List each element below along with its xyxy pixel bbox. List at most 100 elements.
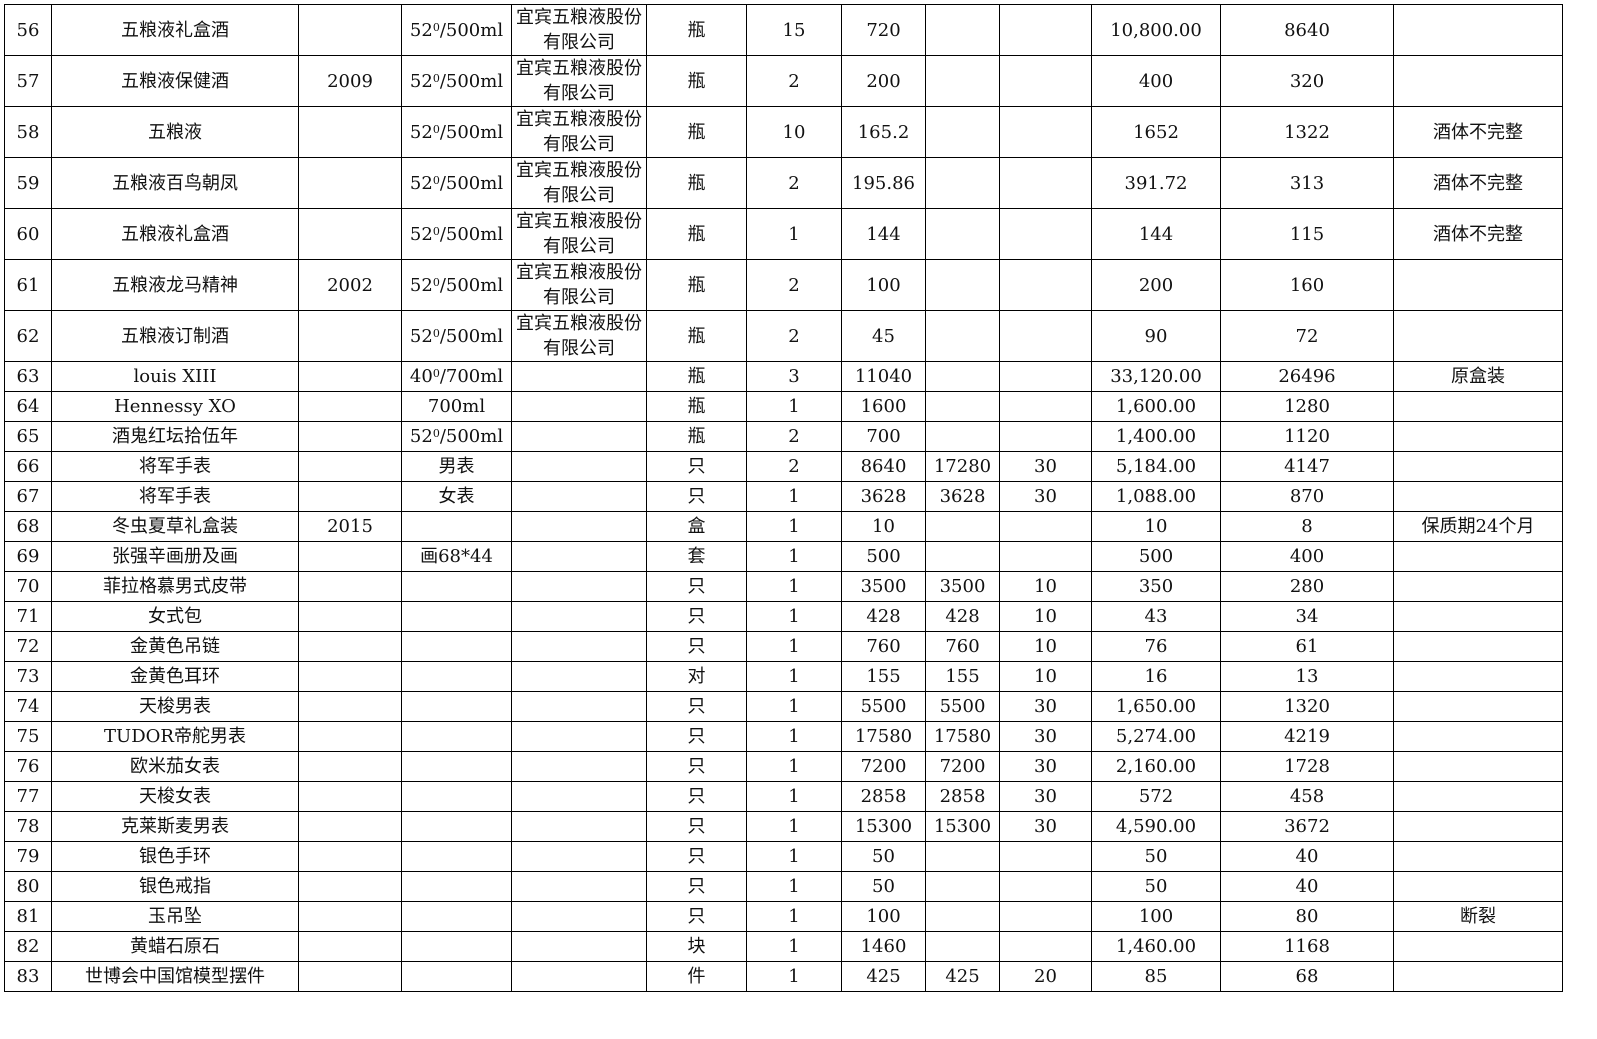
cell-amount: 4,590.00: [1091, 811, 1221, 842]
cell-year: [298, 571, 402, 602]
cell-year: 2009: [298, 55, 402, 107]
cell-year: [298, 421, 402, 452]
cell-row-number: 66: [4, 451, 52, 482]
cell-year: [298, 961, 402, 992]
cell-discount: 30: [999, 691, 1092, 722]
cell-item-name: 将军手表: [51, 451, 299, 482]
cell-item-name: TUDOR帝舵男表: [51, 721, 299, 752]
cell-unit: 盒: [646, 511, 747, 542]
cell-appraised-value: 8640: [1220, 4, 1394, 56]
table-row: 67 将军手表 女表只 1 3628 3628 30 1,088.00 870: [4, 481, 1563, 512]
cell-remark: [1393, 421, 1563, 452]
cell-item-name: 五粮液龙马精神: [51, 259, 299, 311]
cell-amount: 1,650.00: [1091, 691, 1221, 722]
cell-manufacturer: [511, 721, 647, 752]
cell-year: [298, 871, 402, 902]
cell-discount: 10: [999, 601, 1092, 632]
cell-original-price: [925, 841, 1000, 872]
cell-quantity: 1: [746, 571, 842, 602]
cell-row-number: 63: [4, 361, 52, 392]
cell-appraised-value: 13: [1220, 661, 1394, 692]
cell-remark: 保质期24个月: [1393, 511, 1563, 542]
cell-original-price: 425: [925, 961, 1000, 992]
cell-remark: [1393, 781, 1563, 812]
cell-appraised-value: 80: [1220, 901, 1394, 932]
cell-original-price: 15300: [925, 811, 1000, 842]
cell-spec: [401, 691, 512, 722]
cell-item-name: 冬虫夏草礼盒装: [51, 511, 299, 542]
cell-appraised-value: 1120: [1220, 421, 1394, 452]
cell-appraised-value: 26496: [1220, 361, 1394, 392]
cell-spec: [401, 961, 512, 992]
table-row: 77 天梭女表只 1 2858 2858 30 572 458: [4, 781, 1563, 812]
cell-year: [298, 451, 402, 482]
cell-original-price: 760: [925, 631, 1000, 662]
cell-spec: [401, 841, 512, 872]
cell-spec: 520/500ml: [401, 310, 512, 362]
cell-original-price: 7200: [925, 751, 1000, 782]
cell-appraised-value: 4219: [1220, 721, 1394, 752]
cell-item-name: 五粮液订制酒: [51, 310, 299, 362]
cell-remark: [1393, 931, 1563, 962]
cell-remark: [1393, 571, 1563, 602]
cell-remark: [1393, 661, 1563, 692]
cell-item-name: louis XIII: [51, 361, 299, 392]
cell-item-name: 金黄色吊链: [51, 631, 299, 662]
cell-amount: 16: [1091, 661, 1221, 692]
table-row: 72 金黄色吊链只 1 760 760 10 76 61: [4, 631, 1563, 662]
cell-spec: 520/500ml: [401, 421, 512, 452]
cell-appraised-value: 400: [1220, 541, 1394, 572]
cell-manufacturer: [511, 511, 647, 542]
cell-amount: 50: [1091, 871, 1221, 902]
table-row: 64 Hennessy XO 700ml 瓶 1 1600 1,600.00 1280: [4, 391, 1563, 422]
cell-spec: 520/500ml: [401, 55, 512, 107]
cell-unit-price: 760: [841, 631, 926, 662]
cell-manufacturer: 宜宾五粮液股份有限公司: [511, 259, 647, 311]
cell-quantity: 1: [746, 871, 842, 902]
cell-remark: [1393, 721, 1563, 752]
cell-original-price: [925, 931, 1000, 962]
cell-manufacturer: [511, 901, 647, 932]
cell-spec: 400/700ml: [401, 361, 512, 392]
cell-quantity: 1: [746, 541, 842, 572]
table-row: 60 五粮液礼盒酒 520/500ml 宜宾五粮液股份有限公司瓶 1 144 144 115 酒…: [4, 208, 1563, 260]
cell-amount: 200: [1091, 259, 1221, 311]
cell-year: [298, 157, 402, 209]
cell-quantity: 1: [746, 511, 842, 542]
cell-quantity: 1: [746, 601, 842, 632]
cell-spec: 520/500ml: [401, 4, 512, 56]
cell-discount: [999, 55, 1092, 107]
cell-unit: 瓶: [646, 421, 747, 452]
cell-unit: 只: [646, 451, 747, 482]
cell-spec: [401, 901, 512, 932]
cell-unit-price: 50: [841, 841, 926, 872]
cell-unit-price: 200: [841, 55, 926, 107]
cell-spec: [401, 811, 512, 842]
cell-row-number: 75: [4, 721, 52, 752]
cell-appraised-value: 1320: [1220, 691, 1394, 722]
cell-row-number: 73: [4, 661, 52, 692]
cell-spec: 520/500ml: [401, 106, 512, 158]
cell-manufacturer: [511, 481, 647, 512]
cell-original-price: [925, 901, 1000, 932]
cell-manufacturer: 宜宾五粮液股份有限公司: [511, 106, 647, 158]
cell-unit: 瓶: [646, 259, 747, 311]
cell-remark: [1393, 601, 1563, 632]
cell-quantity: 1: [746, 931, 842, 962]
cell-manufacturer: [511, 361, 647, 392]
cell-unit: 块: [646, 931, 747, 962]
cell-amount: 2,160.00: [1091, 751, 1221, 782]
table-row: 56 五粮液礼盒酒 520/500ml 宜宾五粮液股份有限公司瓶 15 720 10,800…: [4, 4, 1563, 56]
cell-quantity: 3: [746, 361, 842, 392]
cell-amount: 144: [1091, 208, 1221, 260]
cell-spec: 520/500ml: [401, 259, 512, 311]
cell-unit-price: 8640: [841, 451, 926, 482]
cell-year: [298, 208, 402, 260]
cell-item-name: 欧米茄女表: [51, 751, 299, 782]
cell-item-name: 银色戒指: [51, 871, 299, 902]
cell-quantity: 1: [746, 901, 842, 932]
cell-row-number: 68: [4, 511, 52, 542]
table-row: 73 金黄色耳环对 1 155 155 10 16 13: [4, 661, 1563, 692]
cell-manufacturer: [511, 841, 647, 872]
cell-item-name: 菲拉格慕男式皮带: [51, 571, 299, 602]
